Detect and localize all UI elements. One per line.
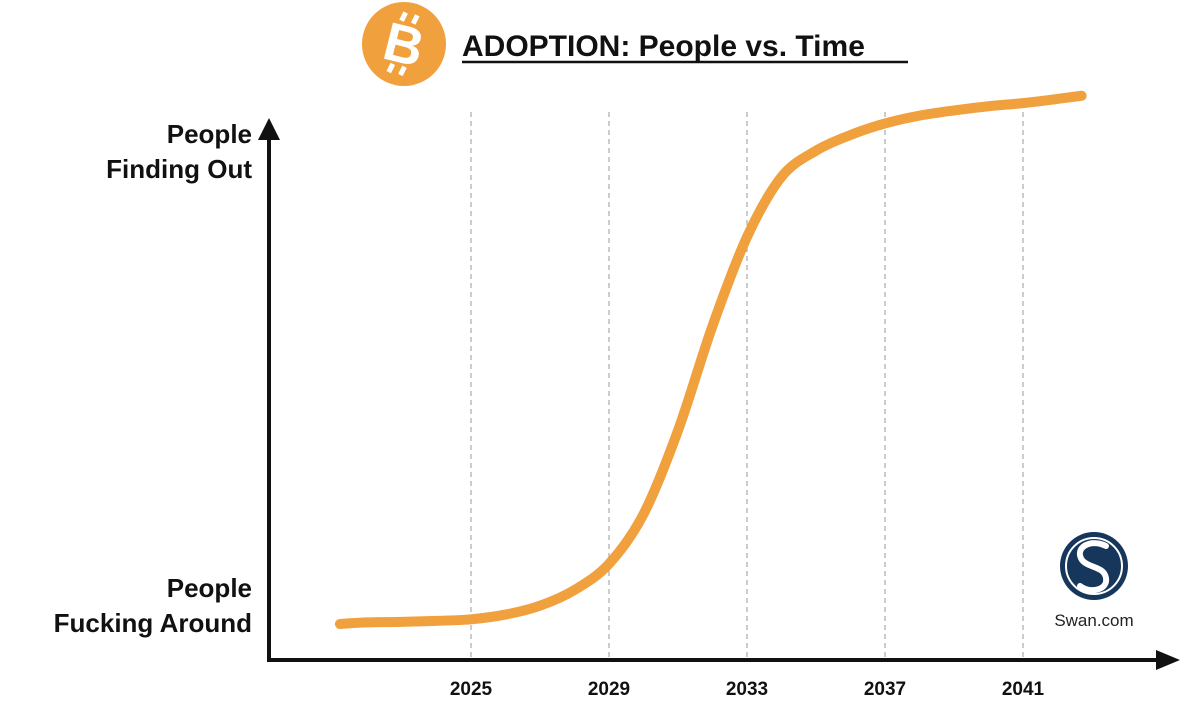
y-top-label-line2: Finding Out	[106, 154, 252, 184]
y-top-label-line1: People	[167, 119, 252, 149]
x-tick-label: 2033	[726, 679, 768, 700]
x-axis	[267, 650, 1180, 670]
chart-title: ADOPTION: People vs. Time	[462, 30, 865, 63]
x-tick-label: 2025	[450, 679, 493, 700]
x-tick-label: 2029	[588, 679, 630, 700]
y-bottom-label-line2: Fucking Around	[54, 608, 252, 638]
x-tick-label: 2037	[864, 679, 906, 700]
y-axis	[258, 118, 280, 660]
x-tick-labels: 2025 2029 2033 2037 2041	[450, 679, 1045, 700]
grid-lines	[470, 112, 1024, 658]
swan-logo-icon	[1060, 532, 1128, 600]
x-tick-label: 2041	[1002, 679, 1045, 700]
y-bottom-label-line1: People	[167, 573, 252, 603]
swan-watermark-text: Swan.com	[1054, 611, 1133, 630]
series-line-adoption	[334, 90, 1087, 629]
bitcoin-logo-icon: B	[362, 2, 446, 86]
